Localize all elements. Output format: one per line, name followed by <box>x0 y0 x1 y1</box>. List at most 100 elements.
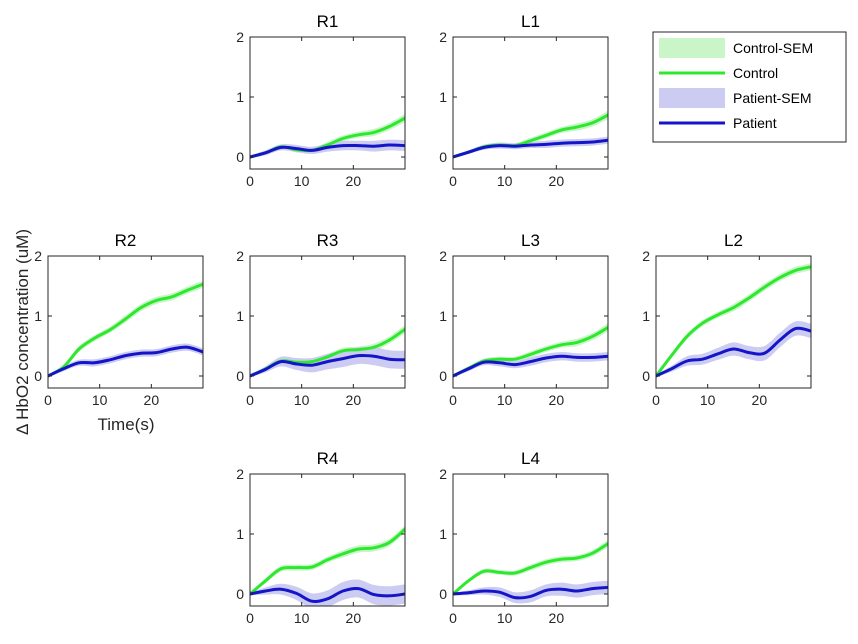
plot-area-l1 <box>453 110 608 159</box>
x-tick-label-r2-0: 0 <box>44 392 52 408</box>
x-tick-label-r4-20: 20 <box>346 610 362 626</box>
y-tick-label-l1-2: 2 <box>439 29 447 45</box>
x-tick-label-l1-20: 20 <box>549 173 565 189</box>
x-tick-label-r3-20: 20 <box>346 392 362 408</box>
patient-line-l1 <box>453 138 608 159</box>
axes-frame-r2 <box>47 255 204 389</box>
y-tick-label-r3-2: 2 <box>236 248 244 264</box>
panel-title-l2: L2 <box>724 231 743 250</box>
y-tick-label-r4-0: 0 <box>236 586 244 602</box>
plot-area-l3 <box>453 323 608 378</box>
y-tick-label-l4-1: 1 <box>439 526 447 542</box>
y-tick-label-r4-2: 2 <box>236 466 244 482</box>
x-tick-label-l2-0: 0 <box>652 392 660 408</box>
patient-sem-band-r4 <box>250 579 405 606</box>
y-tick-label-l2-2: 2 <box>642 248 650 264</box>
x-tick-label-r1-0: 0 <box>246 173 254 189</box>
legend-label-control-sem: Control-SEM <box>733 40 813 56</box>
control-line-l2 <box>656 265 811 378</box>
axes-frame-l2 <box>655 255 812 389</box>
plot-area-r2 <box>48 280 203 378</box>
x-tick-label-r3-10: 10 <box>294 392 310 408</box>
panel-title-r3: R3 <box>317 231 339 250</box>
y-tick-label-r2-2: 2 <box>34 248 42 264</box>
panel-title-r1: R1 <box>317 12 339 31</box>
legend-label-patient-sem: Patient-SEM <box>733 90 812 106</box>
x-tick-label-l3-0: 0 <box>449 392 457 408</box>
x-tick-label-r4-0: 0 <box>246 610 254 626</box>
panel-title-r4: R4 <box>317 449 339 468</box>
legend-swatch-patient-sem <box>659 88 725 108</box>
x-tick-label-l3-10: 10 <box>497 392 513 408</box>
y-tick-label-l1-0: 0 <box>439 149 447 165</box>
panel-title-l3: L3 <box>521 231 540 250</box>
y-tick-label-l1-1: 1 <box>439 89 447 105</box>
y-tick-label-r2-0: 0 <box>34 368 42 384</box>
axes-frame-l4 <box>452 473 609 607</box>
plot-area-r4 <box>250 525 405 606</box>
y-tick-label-l2-1: 1 <box>642 308 650 324</box>
axes-frame-l3 <box>452 255 609 389</box>
y-tick-label-r3-0: 0 <box>236 368 244 384</box>
x-tick-label-l4-10: 10 <box>497 610 513 626</box>
patient-line-r4 <box>250 586 405 603</box>
axes-frame-r4 <box>249 473 406 607</box>
patient-line-l3 <box>453 354 608 378</box>
legend: Control-SEM Control Patient-SEM Patient <box>652 31 847 143</box>
y-tick-label-l3-0: 0 <box>439 368 447 384</box>
patient-sem-band-l4 <box>453 580 608 604</box>
axes-frame-r3 <box>249 255 406 389</box>
plot-area-r1 <box>250 113 405 159</box>
panel-title-l4: L4 <box>521 449 540 468</box>
y-tick-label-r1-1: 1 <box>236 89 244 105</box>
x-tick-label-r2-20: 20 <box>144 392 160 408</box>
control-sem-band-l3 <box>453 323 608 378</box>
x-tick-label-r1-10: 10 <box>294 173 310 189</box>
y-tick-label-l2-0: 0 <box>642 368 650 384</box>
x-tick-label-l1-10: 10 <box>497 173 513 189</box>
control-line-l4 <box>453 542 608 596</box>
patient-line-r3 <box>250 353 405 378</box>
panel-title-l1: L1 <box>521 12 540 31</box>
control-line-r2 <box>48 282 203 378</box>
x-tick-label-l4-20: 20 <box>549 610 565 626</box>
y-tick-label-l3-1: 1 <box>439 308 447 324</box>
y-tick-label-l4-0: 0 <box>439 586 447 602</box>
x-tick-label-r2-10: 10 <box>92 392 108 408</box>
x-tick-label-l1-0: 0 <box>449 173 457 189</box>
x-tick-label-l3-20: 20 <box>549 392 565 408</box>
patient-line-r1 <box>250 143 405 159</box>
y-tick-label-r2-1: 1 <box>34 308 42 324</box>
patient-line-l2 <box>656 326 811 378</box>
y-tick-label-l4-2: 2 <box>439 466 447 482</box>
axes-frame-l1 <box>452 36 609 170</box>
plot-area-r3 <box>250 325 405 378</box>
control-sem-band-l2 <box>656 263 811 378</box>
x-tick-label-l4-0: 0 <box>449 610 457 626</box>
x-axis-label: Time(s) <box>98 415 155 434</box>
y-tick-label-r1-2: 2 <box>236 29 244 45</box>
y-tick-label-l3-2: 2 <box>439 248 447 264</box>
plot-area-l2 <box>656 263 811 378</box>
x-tick-label-r3-0: 0 <box>246 392 254 408</box>
legend-label-control: Control <box>733 65 778 81</box>
patient-line-r2 <box>48 345 203 378</box>
x-tick-label-l2-10: 10 <box>700 392 716 408</box>
axes-frame-r1 <box>249 36 406 170</box>
y-tick-label-r3-1: 1 <box>236 308 244 324</box>
panel-title-r2: R2 <box>115 231 137 250</box>
x-tick-label-r4-10: 10 <box>294 610 310 626</box>
y-tick-label-r4-1: 1 <box>236 526 244 542</box>
legend-swatch-control-sem <box>659 38 725 58</box>
plot-area-l4 <box>453 540 608 604</box>
